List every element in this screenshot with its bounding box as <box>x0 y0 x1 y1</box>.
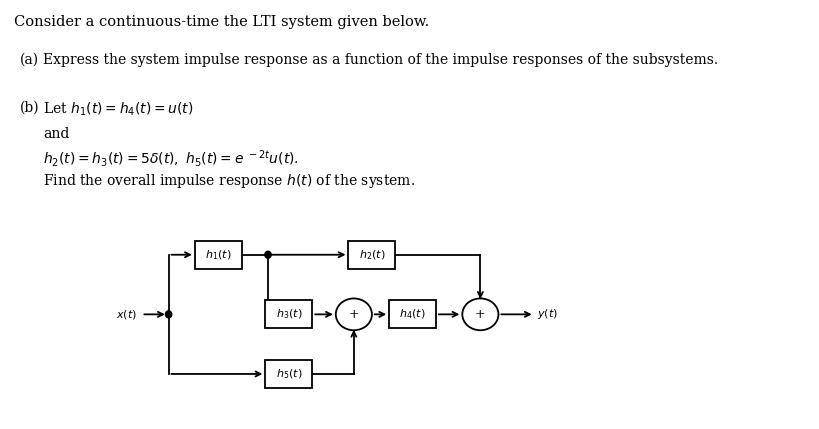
Ellipse shape <box>336 299 372 330</box>
Text: $h_2(t)$: $h_2(t)$ <box>359 248 385 262</box>
Circle shape <box>165 311 172 318</box>
Bar <box>265 360 312 388</box>
Text: +: + <box>475 308 486 321</box>
Ellipse shape <box>462 299 499 330</box>
Text: (b): (b) <box>20 101 39 115</box>
Text: $h_1(t)$: $h_1(t)$ <box>205 248 232 262</box>
Text: and: and <box>43 127 70 141</box>
Text: $y(t)$: $y(t)$ <box>537 307 559 321</box>
Text: (a): (a) <box>20 53 38 67</box>
Text: Express the system impulse response as a function of the impulse responses of th: Express the system impulse response as a… <box>43 53 718 67</box>
Text: $h_3(t)$: $h_3(t)$ <box>275 308 302 321</box>
Bar <box>348 241 396 269</box>
Text: +: + <box>349 308 360 321</box>
Text: Consider a continuous-time the LTI system given below.: Consider a continuous-time the LTI syste… <box>14 15 429 29</box>
Text: $h_4(t)$: $h_4(t)$ <box>400 308 426 321</box>
Circle shape <box>265 251 271 258</box>
Bar <box>265 300 312 328</box>
Text: Find the overall impulse response $h(t)$ of the system.: Find the overall impulse response $h(t)$… <box>43 172 415 190</box>
Text: $x(t)$: $x(t)$ <box>116 308 137 321</box>
Text: Let $h_1(t) = h_4(t) = u(t)$: Let $h_1(t) = h_4(t) = u(t)$ <box>43 101 193 118</box>
Text: $h_5(t)$: $h_5(t)$ <box>275 367 302 381</box>
Text: $h_2(t) = h_3(t) = 5\delta(t),\ h_5(t) = e^{\ -2t}u(t).$: $h_2(t) = h_3(t) = 5\delta(t),\ h_5(t) =… <box>43 148 299 169</box>
Bar <box>389 300 436 328</box>
Bar <box>195 241 242 269</box>
